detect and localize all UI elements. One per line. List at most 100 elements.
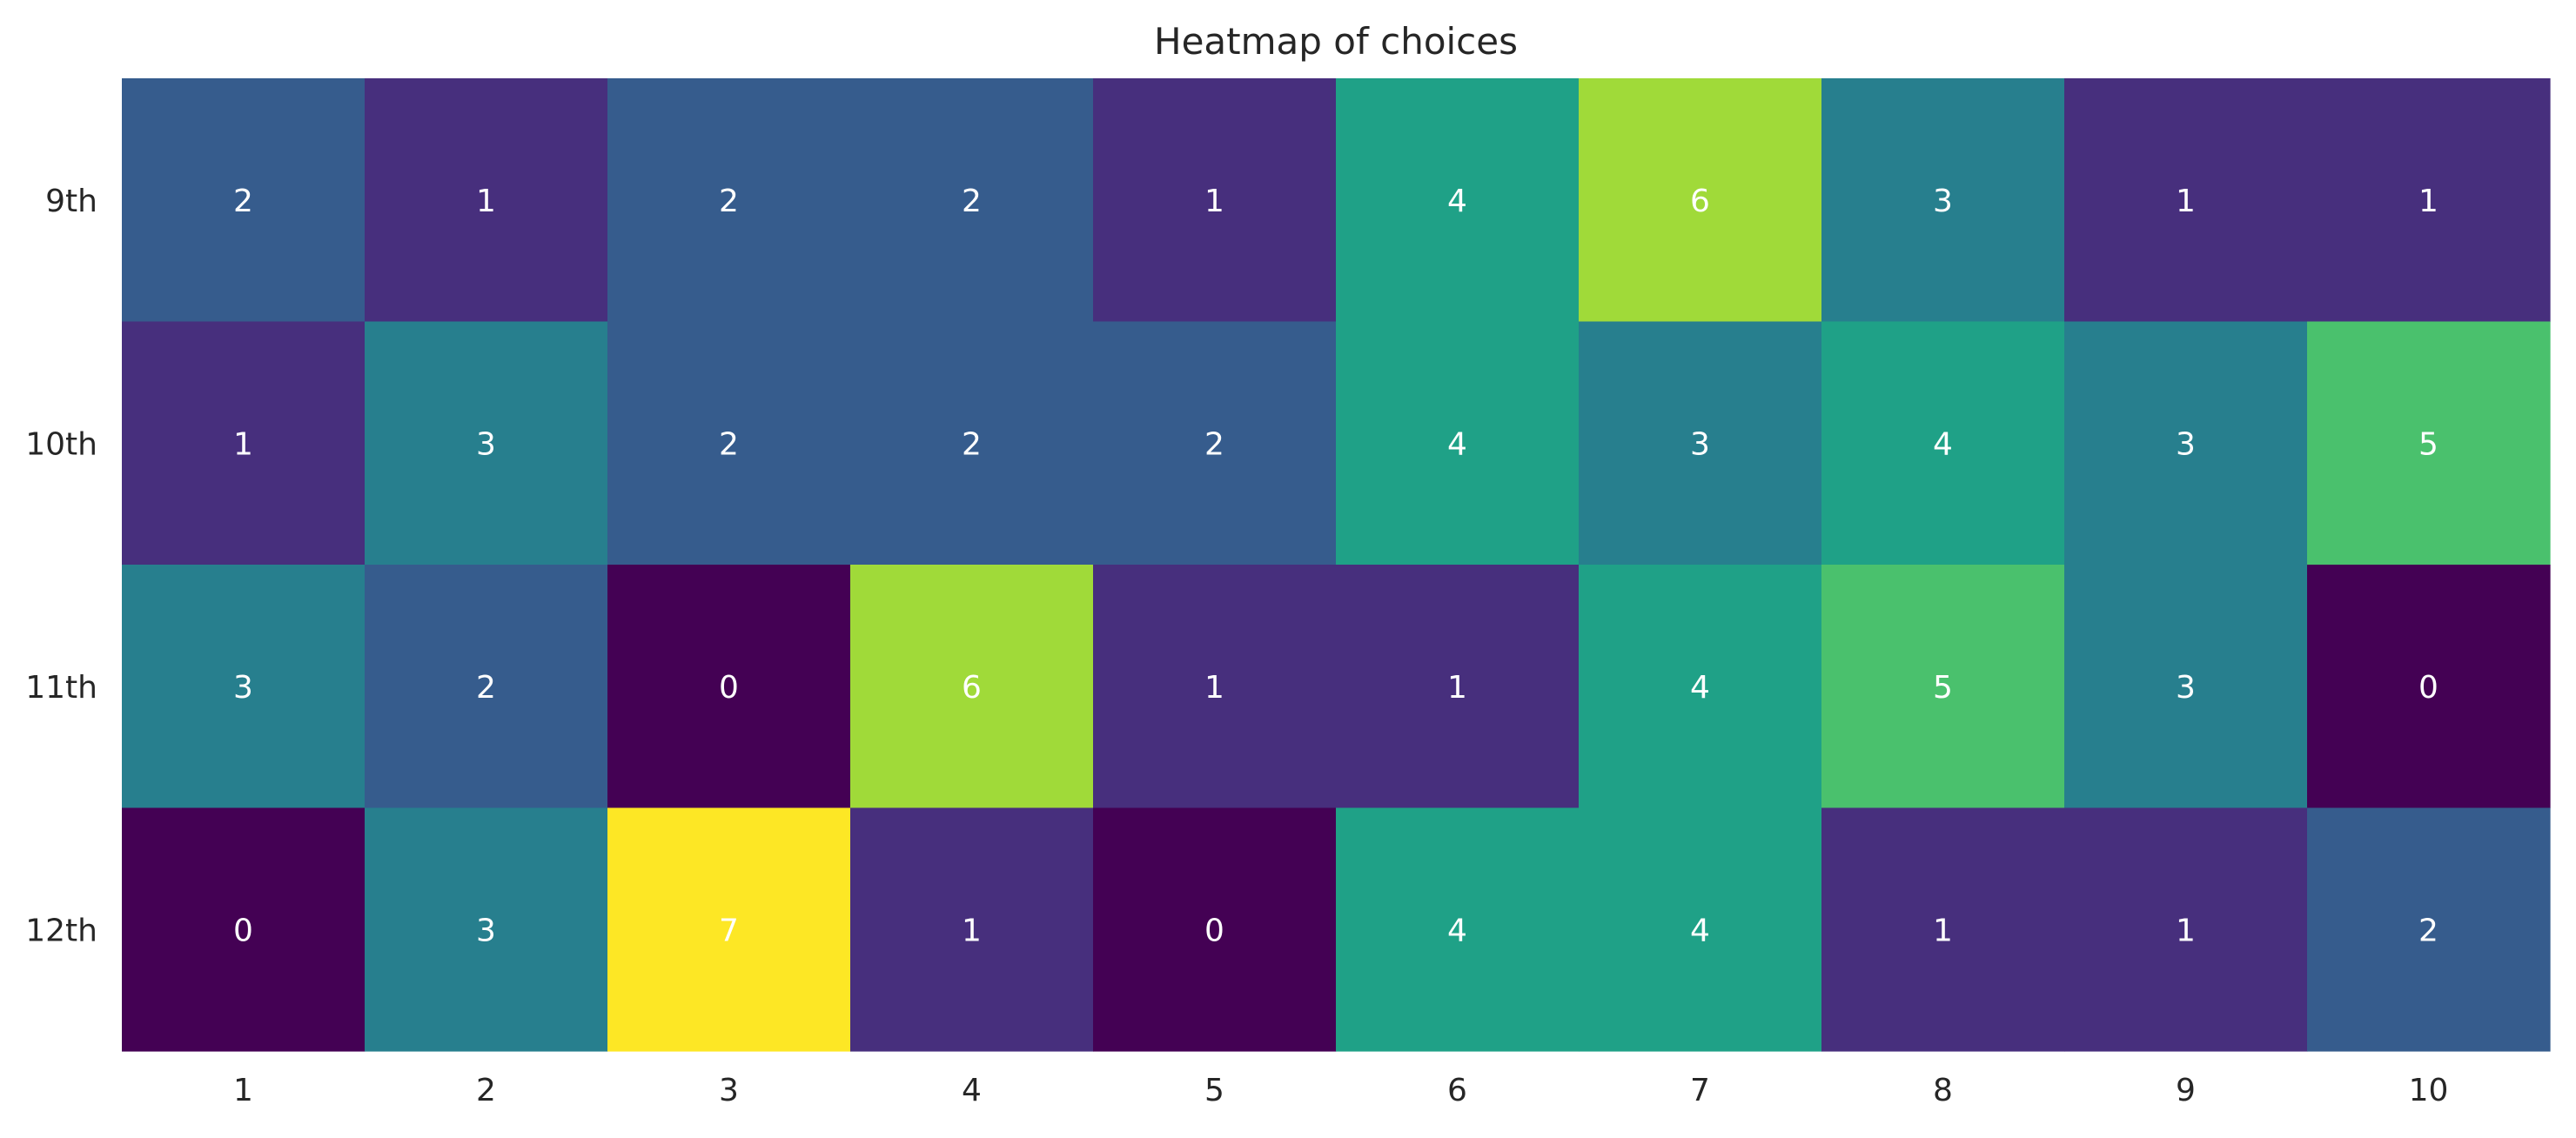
cell-value-label: 6 bbox=[1690, 184, 1710, 219]
cell-value-label: 7 bbox=[719, 913, 739, 948]
heatmap-cell-12th-7 bbox=[1579, 807, 1822, 1052]
heatmap-cell-10th-2 bbox=[365, 321, 608, 566]
cell-value-label: 4 bbox=[1447, 184, 1467, 219]
x-tick-label: 6 bbox=[1447, 1073, 1467, 1108]
heatmap-cell-11th-7 bbox=[1579, 565, 1822, 809]
heatmap-cell-9th-7 bbox=[1579, 78, 1822, 323]
cell-value-label: 3 bbox=[1933, 184, 1953, 219]
heatmap-cell-11th-6 bbox=[1336, 565, 1580, 809]
cell-value-label: 2 bbox=[1204, 426, 1224, 462]
heatmap-cell-12th-4 bbox=[850, 807, 1094, 1052]
cell-value-label: 4 bbox=[1933, 426, 1953, 462]
x-tick-label: 4 bbox=[962, 1073, 982, 1108]
heatmap-cell-12th-9 bbox=[2064, 807, 2308, 1052]
chart-title: Heatmap of choices bbox=[1154, 20, 1518, 63]
cell-value-label: 5 bbox=[1933, 670, 1953, 706]
cell-value-label: 2 bbox=[962, 184, 982, 219]
heatmap-cell-11th-5 bbox=[1093, 565, 1337, 809]
heatmap-cell-10th-9 bbox=[2064, 321, 2308, 566]
x-tick-label: 3 bbox=[719, 1073, 739, 1108]
y-tick-label: 12th bbox=[25, 913, 97, 948]
y-tick-label: 9th bbox=[45, 184, 97, 219]
cell-value-label: 4 bbox=[1690, 913, 1710, 948]
heatmap-cell-10th-7 bbox=[1579, 321, 1822, 566]
cell-value-label: 6 bbox=[962, 670, 982, 706]
cell-value-label: 1 bbox=[2176, 184, 2196, 219]
heatmap-cells bbox=[122, 78, 2551, 1052]
cell-value-label: 2 bbox=[476, 670, 496, 706]
x-axis-tick-labels: 1 2 3 4 5 6 7 8 9 10 bbox=[233, 1073, 2448, 1108]
cell-value-label: 3 bbox=[2176, 426, 2196, 462]
heatmap-cell-9th-4 bbox=[850, 78, 1094, 323]
cell-value-label: 4 bbox=[1690, 670, 1710, 706]
cell-value-label: 3 bbox=[1690, 426, 1710, 462]
cell-value-label: 1 bbox=[2176, 913, 2196, 948]
heatmap-cell-10th-6 bbox=[1336, 321, 1580, 566]
heatmap-cell-11th-3 bbox=[607, 565, 851, 809]
cell-value-label: 1 bbox=[1447, 670, 1467, 706]
heatmap-cell-12th-1 bbox=[122, 807, 366, 1052]
cell-value-label: 2 bbox=[719, 426, 739, 462]
cell-value-label: 1 bbox=[1204, 670, 1224, 706]
heatmap-cell-9th-9 bbox=[2064, 78, 2308, 323]
y-axis-tick-labels: 9th 10th 11th 12th bbox=[25, 184, 97, 949]
heatmap-cell-11th-8 bbox=[1821, 565, 2065, 809]
cell-value-label: 0 bbox=[1204, 913, 1224, 948]
x-tick-label: 8 bbox=[1933, 1073, 1953, 1108]
heatmap-cell-9th-5 bbox=[1093, 78, 1337, 323]
y-tick-label: 10th bbox=[25, 426, 97, 462]
cell-value-label: 3 bbox=[2176, 670, 2196, 706]
x-tick-label: 1 bbox=[233, 1073, 253, 1108]
heatmap-cell-12th-6 bbox=[1336, 807, 1580, 1052]
cell-value-labels: 2 1 2 2 1 4 6 3 1 1 1 3 2 2 2 4 3 4 3 5 3 2 0 6 1 1 4 5 3 0 0 3 7 1 0 4 4 1 1 2 bbox=[233, 184, 2438, 949]
cell-value-label: 1 bbox=[2418, 184, 2438, 219]
heatmap-cell-12th-3 bbox=[607, 807, 851, 1052]
cell-value-label: 2 bbox=[962, 426, 982, 462]
cell-value-label: 1 bbox=[233, 426, 253, 462]
heatmap-cell-11th-1 bbox=[122, 565, 366, 809]
y-tick-label: 11th bbox=[25, 670, 97, 706]
cell-value-label: 2 bbox=[233, 184, 253, 219]
heatmap-cell-12th-8 bbox=[1821, 807, 2065, 1052]
heatmap-cell-12th-10 bbox=[2307, 807, 2551, 1052]
x-tick-label: 7 bbox=[1690, 1073, 1710, 1108]
cell-value-label: 3 bbox=[476, 913, 496, 948]
x-tick-label: 5 bbox=[1204, 1073, 1224, 1108]
x-tick-label: 9 bbox=[2176, 1073, 2196, 1108]
x-tick-label: 2 bbox=[476, 1073, 496, 1108]
heatmap-cell-10th-10 bbox=[2307, 321, 2551, 566]
heatmap-cell-9th-8 bbox=[1821, 78, 2065, 323]
heatmap-cell-9th-3 bbox=[607, 78, 851, 323]
cell-value-label: 0 bbox=[233, 913, 253, 948]
cell-value-label: 0 bbox=[719, 670, 739, 706]
heatmap-cell-10th-1 bbox=[122, 321, 366, 566]
heatmap-cell-10th-3 bbox=[607, 321, 851, 566]
heatmap-cell-12th-2 bbox=[365, 807, 608, 1052]
heatmap-cell-11th-10 bbox=[2307, 565, 2551, 809]
heatmap-cell-12th-5 bbox=[1093, 807, 1337, 1052]
cell-value-label: 2 bbox=[2418, 913, 2438, 948]
heatmap-cell-11th-9 bbox=[2064, 565, 2308, 809]
cell-value-label: 3 bbox=[476, 426, 496, 462]
cell-value-label: 1 bbox=[962, 913, 982, 948]
heatmap-cell-11th-2 bbox=[365, 565, 608, 809]
cell-value-label: 2 bbox=[719, 184, 739, 219]
heatmap-cell-9th-1 bbox=[122, 78, 366, 323]
heatmap-cell-11th-4 bbox=[850, 565, 1094, 809]
heatmap-cell-10th-5 bbox=[1093, 321, 1337, 566]
x-tick-label: 10 bbox=[2409, 1073, 2449, 1108]
heatmap-cell-9th-10 bbox=[2307, 78, 2551, 323]
cell-value-label: 4 bbox=[1447, 913, 1467, 948]
cell-value-label: 0 bbox=[2418, 670, 2438, 706]
heatmap-cell-10th-4 bbox=[850, 321, 1094, 566]
cell-value-label: 4 bbox=[1447, 426, 1467, 462]
cell-value-label: 3 bbox=[233, 670, 253, 706]
cell-value-label: 5 bbox=[2418, 426, 2438, 462]
heatmap-cell-9th-2 bbox=[365, 78, 608, 323]
cell-value-label: 1 bbox=[476, 184, 496, 219]
cell-value-label: 1 bbox=[1933, 913, 1953, 948]
cell-value-label: 1 bbox=[1204, 184, 1224, 219]
heatmap-cell-9th-6 bbox=[1336, 78, 1580, 323]
